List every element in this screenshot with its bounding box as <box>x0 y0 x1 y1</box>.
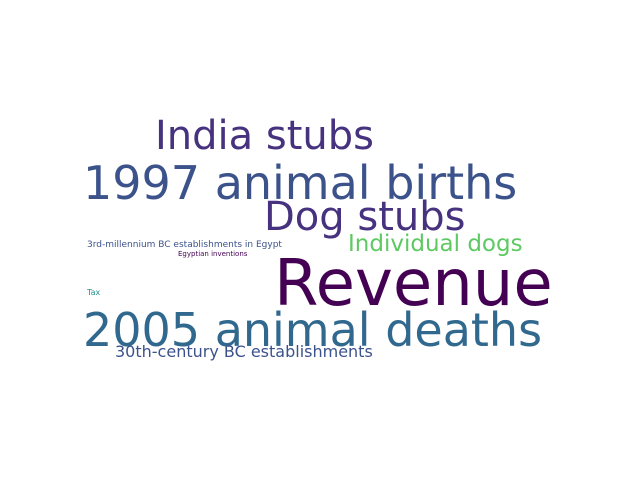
word-3rd-millennium-bc-establishments-in-egypt: 3rd-millennium BC establishments in Egyp… <box>87 240 282 250</box>
word-dog-stubs: Dog stubs <box>264 194 466 240</box>
word-individual-dogs: Individual dogs <box>348 231 523 257</box>
word-tax: Tax <box>87 288 101 297</box>
word-30th-century-bc-establishments: 30th-century BC establishments <box>115 342 373 361</box>
word-1997-animal-births: 1997 animal births <box>83 156 518 210</box>
word-revenue: Revenue <box>274 247 553 321</box>
word-egyptian-inventions: Egyptian inventions <box>178 250 248 258</box>
word-2005-animal-deaths: 2005 animal deaths <box>83 303 543 357</box>
word-india-stubs: India stubs <box>155 113 374 159</box>
